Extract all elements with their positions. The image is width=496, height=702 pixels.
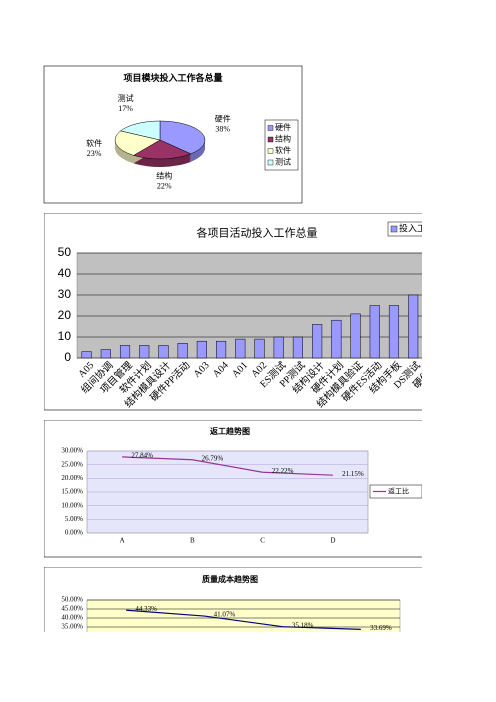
pie-label: 硬件 <box>215 113 231 123</box>
y-tick-label: 15.00% <box>61 488 83 496</box>
y-tick-label: 10.00% <box>61 501 83 509</box>
legend-label: 结构 <box>275 133 291 143</box>
pie-slice <box>119 120 161 141</box>
legend-label: 硬件 <box>275 122 291 132</box>
bar <box>139 345 150 359</box>
data-label: 22.22% <box>272 467 294 475</box>
y-tick-label: 45.00% <box>61 605 83 613</box>
pie-label: 软件 <box>86 138 102 148</box>
y-tick-label: 40 <box>58 266 72 280</box>
y-tick-label: 10 <box>58 329 72 343</box>
chart-title: 质量成本趋势图 <box>202 574 258 584</box>
pie-slice <box>114 130 161 156</box>
line-series <box>126 609 361 630</box>
pie-value-label: 17% <box>118 104 133 113</box>
line-series <box>122 456 333 476</box>
bar <box>196 340 207 359</box>
chart-group: 返工趋势图 0.00% 5.00% 10.00% 15.00% 20.00% 25.00% 3… <box>44 420 422 558</box>
bar <box>273 336 284 359</box>
pie-slice <box>132 139 192 160</box>
legend-swatch <box>390 225 398 233</box>
y-tick-label: 50.00% <box>61 596 83 604</box>
bar <box>388 305 400 359</box>
bar <box>408 294 419 359</box>
y-tick-label: 20 <box>58 308 72 322</box>
pie-label: 结构 <box>156 171 172 181</box>
bar <box>312 324 323 359</box>
bar <box>81 351 92 359</box>
y-tick-label: 5.00% <box>65 515 83 523</box>
y-tick-label: 20.00% <box>61 474 83 482</box>
pie-value-label: 23% <box>87 149 102 158</box>
legend-label: 返工比 <box>388 487 409 496</box>
y-tick-label: 25.00% <box>61 460 83 468</box>
y-tick-label: 50 <box>58 245 72 259</box>
x-tick-label: A <box>120 537 125 545</box>
bar <box>292 336 303 359</box>
bar <box>235 338 246 359</box>
bar <box>177 343 188 359</box>
bar <box>216 340 227 359</box>
x-tick-label: C <box>260 537 265 545</box>
legend-swatch <box>267 148 274 154</box>
pie-value-label: 22% <box>157 182 172 191</box>
pie-label: 测试 <box>118 93 134 103</box>
pie-slice <box>159 120 206 155</box>
chart-group: 质量成本趋势图 35.00%40.00%45.00%50.00% 44.33% 41.… <box>44 567 422 632</box>
y-tick-label: 40.00% <box>61 614 83 622</box>
bar <box>254 338 265 359</box>
y-tick-label: 30.00% <box>61 447 83 455</box>
data-label: 26.79% <box>202 454 224 462</box>
data-label: 33.69% <box>370 624 392 632</box>
plot-area <box>86 599 401 632</box>
chart-group: 各项目活动投入工作总量01020304050A05组间协调项目管理软件计划结构模… <box>44 213 426 411</box>
chart-frame <box>44 567 422 632</box>
bar <box>158 345 169 359</box>
legend-swatch <box>267 136 274 143</box>
legend-swatch <box>267 159 274 166</box>
data-label: 41.07% <box>214 611 236 619</box>
legend-label: 软件 <box>275 145 291 155</box>
data-label: 35.18% <box>292 621 314 629</box>
data-label: 44.33% <box>135 605 157 613</box>
chart-title: 项目模块投入工作各总量 <box>123 72 222 83</box>
data-label: 27.84% <box>131 452 153 460</box>
bar <box>331 319 342 359</box>
chart-title: 返工趋势图 <box>210 426 250 436</box>
y-tick-label: 30 <box>58 287 72 301</box>
data-label: 21.15% <box>342 470 364 478</box>
legend-label: 投入工 <box>399 223 426 234</box>
chart-title: 各项目活动投入工作总量 <box>197 226 318 240</box>
pie-value-label: 38% <box>215 124 230 133</box>
y-tick-label: 35.00% <box>61 623 83 631</box>
legend-swatch <box>267 125 274 131</box>
y-tick-label: 0 <box>64 350 71 364</box>
bar <box>100 349 111 359</box>
bar <box>350 313 361 359</box>
bar <box>369 305 380 359</box>
x-tick-label: D <box>330 537 335 545</box>
x-tick-label: B <box>190 537 195 545</box>
legend-box <box>369 484 422 499</box>
legend-box <box>387 221 422 237</box>
bar <box>119 345 131 359</box>
y-tick-label: 0.00% <box>65 529 83 537</box>
legend-label: 测试 <box>275 156 291 166</box>
